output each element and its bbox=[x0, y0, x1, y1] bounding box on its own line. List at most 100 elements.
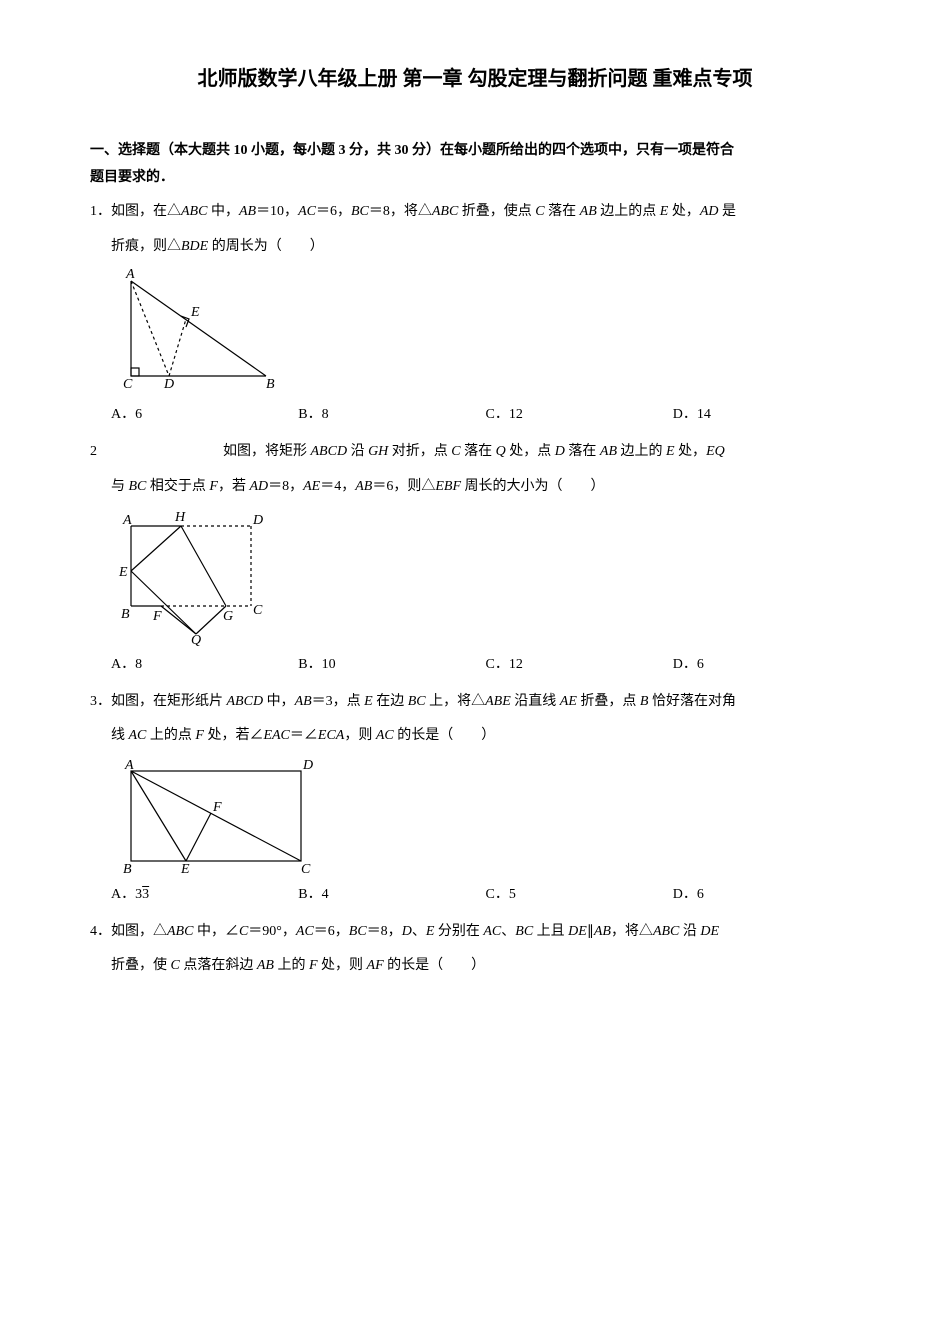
q2-choice-d: D．6 bbox=[673, 652, 860, 679]
q4-c2: C bbox=[171, 958, 180, 973]
q1-figure: A E C D B bbox=[90, 266, 860, 396]
q4-af: AF bbox=[367, 958, 384, 973]
q3-l2e: ，则 bbox=[344, 728, 376, 743]
q3-th: 恰好落在对角 bbox=[648, 694, 736, 709]
q1-choice-c: C．12 bbox=[486, 402, 673, 429]
q3-l2d: ＝∠ bbox=[290, 728, 318, 743]
svg-text:A: A bbox=[122, 513, 132, 528]
q4-line2: 折叠，使 C 点落在斜边 AB 上的 F 处，则 AF 的长是（ ） bbox=[90, 953, 860, 980]
q4-te: ＝8， bbox=[367, 924, 402, 939]
q3-e: E bbox=[364, 694, 373, 709]
q2-ab: AB bbox=[600, 444, 617, 459]
q3-ae: AE bbox=[560, 694, 577, 709]
q2-e: E bbox=[666, 444, 675, 459]
svg-text:A: A bbox=[124, 758, 134, 773]
q3-choice-d: D．6 bbox=[673, 882, 860, 909]
q1-tf: 折叠，使点 bbox=[458, 204, 535, 219]
q1-ad: AD bbox=[700, 204, 719, 219]
q1-choices: A．6 B．8 C．12 D．14 bbox=[90, 402, 860, 429]
q1-tc: ＝10， bbox=[256, 204, 298, 219]
q3-eca: ECA bbox=[318, 728, 344, 743]
q4-l2a: 折叠，使 bbox=[111, 958, 171, 973]
q1-choice-b: B．8 bbox=[298, 402, 485, 429]
q4-de2: DE bbox=[700, 924, 719, 939]
question-3: 3．如图，在矩形纸片 ABCD 中，AB＝3，点 E 在边 BC 上，将△ABE… bbox=[90, 689, 860, 716]
q2-choices: A．8 B．10 C．12 D．6 bbox=[90, 652, 860, 679]
q2-tc: 对折，点 bbox=[388, 444, 451, 459]
q4-abc2: ABC bbox=[653, 924, 679, 939]
q4-bc2: BC bbox=[515, 924, 533, 939]
q3-tb: 中， bbox=[263, 694, 295, 709]
question-4: 4．如图，△ABC 中，∠C＝90°，AC＝6，BC＝8，D、E 分别在 AC、… bbox=[90, 919, 860, 946]
q3-a-pre: A．3 bbox=[111, 887, 142, 902]
q3-choice-a: A．33 bbox=[111, 882, 298, 909]
q3-l2b: 上的点 bbox=[146, 728, 195, 743]
svg-text:F: F bbox=[152, 609, 162, 624]
q3-l2f: 的长是（ ） bbox=[394, 728, 496, 743]
question-2: 2 如图，将矩形 ABCD 沿 GH 对折，点 C 落在 Q 处，点 D 落在 … bbox=[90, 439, 860, 466]
q2-figure: A H D E B F G C Q bbox=[90, 506, 860, 646]
q4-ac2: AC bbox=[483, 924, 501, 939]
svg-text:C: C bbox=[301, 862, 311, 876]
section-line2: 题目要求的． bbox=[90, 170, 174, 185]
q4-td: ＝6， bbox=[314, 924, 349, 939]
q4-tk: ，将△ bbox=[611, 924, 653, 939]
q3-te: 上，将△ bbox=[426, 694, 486, 709]
q3-tf: 沿直线 bbox=[511, 694, 560, 709]
q2-f: F bbox=[209, 479, 218, 494]
q3-ac: AC bbox=[129, 728, 147, 743]
q4-l2b: 点落在斜边 bbox=[180, 958, 257, 973]
q2-gh: GH bbox=[368, 444, 388, 459]
q2-l2d: ＝8， bbox=[268, 479, 303, 494]
question-1: 1．如图，在△ABC 中，AB＝10，AC＝6，BC＝8，将△ABC 折叠，使点… bbox=[90, 199, 860, 226]
q2-tg: 边上的 bbox=[617, 444, 666, 459]
q3-num: 3． bbox=[90, 694, 111, 709]
q1-num: 1． bbox=[90, 204, 111, 219]
q2-te: 处，点 bbox=[506, 444, 555, 459]
q1-ac: AC bbox=[298, 204, 316, 219]
q1-td: ＝6， bbox=[316, 204, 351, 219]
svg-text:A: A bbox=[125, 267, 135, 282]
svg-text:C: C bbox=[123, 377, 133, 392]
q1-tb: 中， bbox=[207, 204, 239, 219]
q1-tg: 落在 bbox=[545, 204, 580, 219]
q3-choices: A．33 B．4 C．5 D．6 bbox=[90, 882, 860, 909]
q4-tc: ＝90°， bbox=[248, 924, 296, 939]
q4-abc: ABC bbox=[167, 924, 193, 939]
q4-tj: ∥ bbox=[587, 924, 594, 939]
q3-l2c: 处，若∠ bbox=[204, 728, 264, 743]
q3-line2: 线 AC 上的点 F 处，若∠EAC＝∠ECA，则 AC 的长是（ ） bbox=[90, 723, 860, 750]
svg-text:E: E bbox=[118, 565, 128, 580]
q4-c: C bbox=[239, 924, 248, 939]
q1-choice-a: A．6 bbox=[111, 402, 298, 429]
q2-abcd: ABCD bbox=[311, 444, 348, 459]
svg-text:B: B bbox=[123, 862, 132, 876]
q3-a-sqrt: 3 bbox=[142, 887, 149, 902]
q2-lead bbox=[97, 444, 223, 459]
svg-text:D: D bbox=[302, 758, 313, 773]
q2-num: 2 bbox=[90, 444, 97, 459]
q2-c: C bbox=[451, 444, 460, 459]
svg-text:D: D bbox=[252, 513, 263, 528]
q1-tj: 是 bbox=[718, 204, 736, 219]
q4-num: 4． bbox=[90, 924, 111, 939]
q1-ab2: AB bbox=[580, 204, 597, 219]
q4-tg: 分别在 bbox=[434, 924, 483, 939]
q1-te: ＝8，将△ bbox=[369, 204, 432, 219]
q2-tb: 沿 bbox=[347, 444, 368, 459]
q4-l2d: 处，则 bbox=[318, 958, 367, 973]
q4-ta: 如图，△ bbox=[111, 924, 167, 939]
svg-text:B: B bbox=[121, 607, 130, 622]
q3-l2a: 线 bbox=[111, 728, 129, 743]
q3-abe: ABE bbox=[485, 694, 511, 709]
q4-ab2: AB bbox=[257, 958, 274, 973]
q4-l2e: 的长是（ ） bbox=[384, 958, 486, 973]
q3-ta: 如图，在矩形纸片 bbox=[111, 694, 227, 709]
q1-choice-d: D．14 bbox=[673, 402, 860, 429]
q3-td: 在边 bbox=[373, 694, 408, 709]
q4-tb: 中，∠ bbox=[193, 924, 239, 939]
q3-eac: EAC bbox=[263, 728, 289, 743]
q2-l2c: ，若 bbox=[218, 479, 250, 494]
q1-bc: BC bbox=[351, 204, 369, 219]
section-heading: 一、选择题（本大题共 10 小题，每小题 3 分，共 30 分）在每小题所给出的… bbox=[90, 138, 860, 191]
